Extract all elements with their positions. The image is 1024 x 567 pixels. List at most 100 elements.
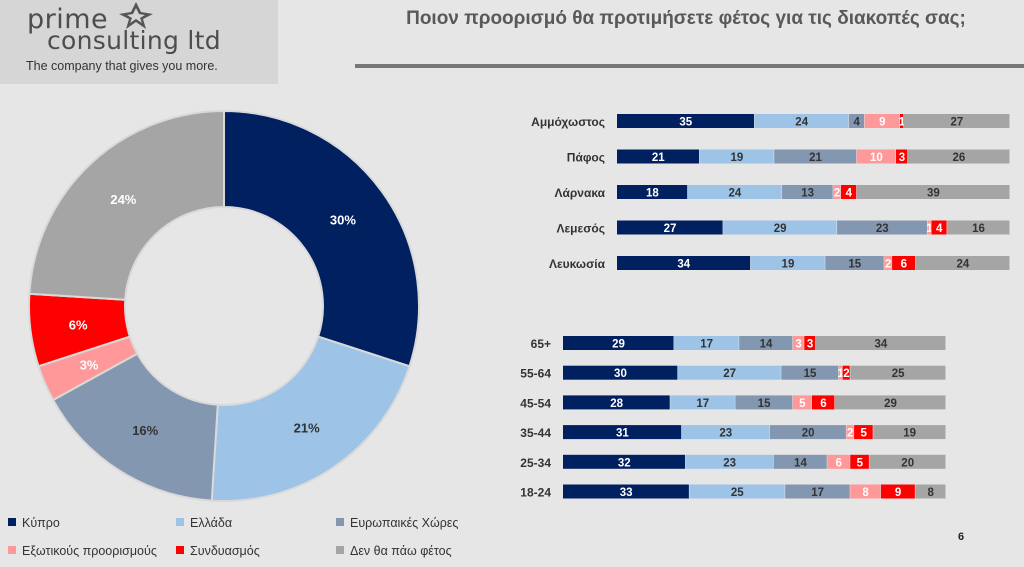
age-row-label: 18-24 — [520, 486, 551, 500]
age-bar-segment — [846, 425, 854, 440]
age-bar-segment — [773, 454, 827, 469]
donut-label-6: 24% — [110, 192, 136, 207]
district-bar-segment — [864, 114, 900, 128]
district-bar-value: 4 — [854, 117, 861, 129]
age-bar-value: 23 — [719, 428, 732, 440]
legend-label: Εξωτικούς προορισμούς — [22, 544, 157, 558]
district-bar-segment — [927, 220, 931, 235]
age-bar-segment — [834, 395, 946, 410]
district-bar-value: 27 — [951, 117, 964, 129]
age-bar-value: 17 — [696, 398, 709, 410]
age-bar-value: 17 — [700, 339, 713, 351]
age-bar-value: 30 — [614, 368, 627, 380]
age-bar-value: 14 — [794, 457, 807, 469]
district-bar-segment — [896, 149, 908, 164]
district-bar-segment — [899, 114, 904, 128]
district-bar-segment — [833, 185, 841, 199]
age-bar-value: 19 — [903, 428, 916, 440]
district-bar-segment — [617, 220, 723, 235]
legend-item: Δεν θα πάω φέτος — [336, 544, 452, 558]
donut-slice-6 — [28, 109, 225, 301]
age-bar-segment — [804, 336, 816, 350]
age-bar-segment — [563, 395, 670, 410]
age-bar-value: 20 — [802, 428, 815, 440]
age-row-label: 65+ — [531, 337, 551, 351]
company-logo: prime consulting ltd The company that gi… — [0, 0, 278, 84]
logo-tagline: The company that gives you more. — [26, 59, 218, 73]
age-bar-segment — [563, 484, 689, 499]
district-bar-segment — [931, 220, 947, 235]
district-bar-segment — [617, 114, 755, 128]
district-row-label: Πάφος — [567, 151, 605, 165]
age-bar-segment — [739, 336, 793, 350]
age-bar-value: 3 — [795, 339, 801, 351]
district-bar-segment — [947, 220, 1010, 235]
age-row-label: 55-64 — [520, 367, 551, 381]
age-bar-segment — [563, 365, 678, 380]
age-bar-segment — [681, 425, 770, 440]
age-bar-segment — [670, 395, 735, 410]
district-bar-segment — [699, 149, 774, 164]
age-bar-value: 8 — [862, 487, 869, 499]
age-bar-value: 34 — [874, 339, 887, 351]
age-bar-value: 17 — [811, 487, 824, 499]
district-bar-value: 24 — [729, 188, 742, 200]
district-bar-segment — [617, 149, 700, 164]
district-bar-segment — [848, 114, 865, 128]
age-bar-value: 15 — [804, 368, 817, 380]
donut-label-5: 6% — [69, 317, 88, 332]
age-bar-segment — [674, 336, 739, 350]
legend-swatch — [8, 546, 16, 554]
district-bar-segment — [837, 220, 927, 235]
legend-label: Δεν θα πάω φέτος — [350, 544, 452, 558]
age-row-label: 35-44 — [520, 426, 551, 440]
age-bar-value: 33 — [620, 487, 633, 499]
legend-item: Ελλάδα — [176, 516, 232, 530]
district-bar-value: 29 — [774, 223, 787, 235]
district-bar-value: 21 — [652, 152, 665, 164]
district-bar-segment — [825, 256, 884, 270]
legend-swatch — [336, 518, 344, 526]
district-bar-value: 3 — [899, 152, 905, 164]
donut-label-2: 21% — [294, 421, 320, 436]
age-bar-segment — [792, 336, 804, 350]
district-bar-segment — [617, 256, 751, 270]
age-bar-value: 14 — [760, 339, 773, 351]
age-bar-value: 20 — [901, 457, 914, 469]
district-bar-value: 35 — [679, 117, 692, 129]
district-bar-segment — [841, 185, 857, 199]
age-bar-value: 3 — [807, 339, 813, 351]
age-bar-value: 5 — [860, 428, 867, 440]
district-bar-segment — [856, 185, 1010, 199]
age-bar-value: 28 — [610, 398, 623, 410]
legend-swatch — [336, 546, 344, 554]
age-bar-segment — [792, 395, 812, 410]
donut-chart: 30% 21% 16% 3% 6% 24% — [28, 109, 420, 502]
age-bar-segment — [785, 484, 850, 499]
age-bar-segment — [677, 365, 781, 380]
age-bar-value: 5 — [857, 457, 864, 469]
chart-legend: Κύπρο Ελλάδα Ευρωπαικές Χώρες Εξωτικούς προ… — [0, 512, 520, 567]
district-bar-value: 1 — [899, 117, 906, 129]
age-bar-value: 31 — [616, 428, 629, 440]
district-bar-segment — [687, 185, 782, 199]
district-bar-segment — [617, 185, 688, 199]
age-bar-segment — [689, 484, 785, 499]
age-bar-value: 6 — [836, 457, 842, 469]
district-bar-value: 15 — [848, 259, 861, 271]
district-bar-segment — [782, 185, 833, 199]
legend-item: Ευρωπαικές Χώρες — [336, 516, 458, 530]
donut-slice-1 — [223, 109, 420, 368]
age-bar-segment — [563, 454, 686, 469]
district-bar-value: 26 — [953, 152, 966, 164]
district-bar-segment — [915, 256, 1010, 270]
age-row-label: 25-34 — [520, 456, 551, 470]
district-bar-value: 24 — [956, 259, 969, 271]
age-bar-value: 32 — [618, 457, 631, 469]
district-bar-segment — [754, 114, 849, 128]
age-bar-value: 1 — [837, 368, 844, 380]
district-bar-segment — [774, 149, 857, 164]
legend-swatch — [176, 518, 184, 526]
district-bar-value: 39 — [927, 188, 940, 200]
page-number: 6 — [958, 531, 965, 543]
